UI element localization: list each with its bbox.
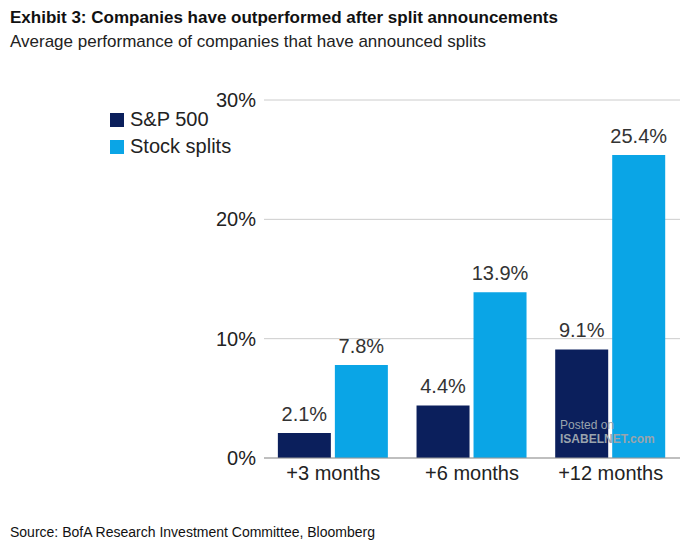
svg-text:0%: 0% [227, 447, 256, 469]
html-text:Exhibit 3: Companies have outp: Exhibit 3: Companies have outperformed a… [10, 8, 558, 27]
html-text:Average performance of compani: Average performance of companies that ha… [10, 32, 486, 51]
svg-text:+3 months: +3 months [286, 462, 380, 484]
svg-text:7.8%: 7.8% [339, 335, 385, 357]
svg-text:25.4%: 25.4% [610, 125, 667, 147]
svg-text:+12 months: +12 months [558, 462, 663, 484]
html-text:Stock splits: Stock splits [130, 135, 232, 157]
svg-text:10%: 10% [216, 328, 256, 350]
svg-text:20%: 20% [216, 208, 256, 230]
svg-text:4.4%: 4.4% [420, 375, 466, 397]
html-text:S&P 500: S&P 500 [130, 108, 209, 130]
svg-text:+6 months: +6 months [425, 462, 519, 484]
svg-text:2.1%: 2.1% [282, 403, 328, 425]
html-text:Source: BofA Research Investme: Source: BofA Research Investment Committ… [10, 524, 375, 540]
svg-text:9.1%: 9.1% [559, 319, 605, 341]
html-text:Posted on: Posted on [560, 418, 614, 432]
html-text:ISABELNET.com: ISABELNET.com [560, 432, 655, 446]
svg-text:30%: 30% [216, 89, 256, 111]
svg-text:13.9%: 13.9% [472, 262, 529, 284]
